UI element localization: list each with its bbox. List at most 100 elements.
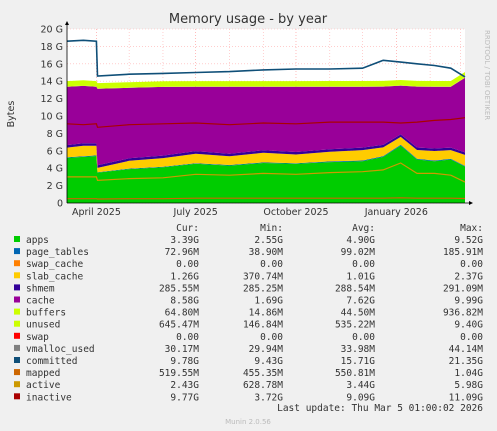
munin-footer: Munin 2.0.56 [225,418,271,426]
legend-avg-value: 4.90G [346,235,375,246]
legend-name: mapped [26,368,60,379]
legend-avg-value: 550.81M [335,368,375,379]
legend-name: slab_cache [26,271,83,282]
legend-avg-value: 0.00 [352,332,375,343]
legend-min-value: 285.25M [243,283,283,294]
line-mapped [67,197,466,200]
legend-swatch-swap-cache [14,260,20,267]
legend-name: active [26,380,61,391]
legend-cur-value: 0.00 [176,332,199,343]
legend-name: committed [26,356,77,367]
legend-cur-value: 1.26G [170,271,199,282]
legend-max-value: 9.40G [454,320,483,331]
legend-cur-value: 9.78G [170,356,199,367]
y-tick-label: 8 G [47,129,63,140]
legend-cur-value: 645.47M [159,320,199,331]
legend-name: apps [26,235,49,246]
area-apps [67,145,465,203]
legend-swatch-swap [14,332,20,339]
legend-avg-value: 1.01G [346,271,375,282]
legend-avg-value: 0.00 [352,259,375,270]
legend-header-min: Min: [260,223,283,234]
legend-max-value: 291.09M [443,283,483,294]
legend-max-value: 1.04G [454,368,483,379]
rrdtool-side-label: RRDTOOL / TOBI OETIKER [483,30,491,120]
legend-min-value: 370.74M [243,271,283,282]
legend-swatch-buffers [14,308,20,315]
legend-avg-value: 3.44G [346,380,375,391]
legend-name: swap [26,332,49,343]
last-update-text: Last update: Thu Mar 5 01:00:02 2026 [277,403,483,414]
legend-cur-value: 64.80M [165,308,200,319]
legend-swatch-committed [14,357,20,363]
line-active [67,162,466,183]
legend-min-value: 2.55G [254,235,283,246]
legend-swatch-apps [14,236,20,242]
legend-name: vmalloc_used [26,344,95,355]
legend-min-value: 1.69G [254,296,283,307]
area-cache [67,77,465,166]
legend-min-value: 38.90M [249,247,284,258]
legend-cur-value: 9.77G [170,392,199,403]
legend-header-avg: Avg: [352,223,375,234]
legend-swatch-shmem [14,284,20,291]
y-tick-label: 12 G [41,94,63,105]
x-tick-label: October 2025 [263,207,328,218]
legend-avg-value: 33.98M [341,344,376,355]
legend-header-max: Max: [460,223,483,234]
legend-max-value: 185.91M [443,247,483,258]
legend-avg-value: 9.09G [346,392,375,403]
line-committed [66,39,466,78]
legend-min-value: 146.84M [243,320,283,331]
legend-name: page_tables [26,247,89,258]
legend-min-value: 0.00 [260,259,283,270]
legend-avg-value: 15.71G [341,356,376,367]
legend-cur-value: 8.58G [170,296,199,307]
legend-max-value: 9.52G [454,235,483,246]
legend-max-value: 21.35G [449,356,484,367]
x-tick-label: July 2025 [173,207,218,218]
legend-max-value: 11.09G [449,392,484,403]
legend-min-value: 0.00 [260,332,283,343]
legend-max-value: 5.98G [454,380,483,391]
legend-name: cache [26,296,55,307]
y-tick-label: 14 G [41,77,63,88]
legend-min-value: 628.78M [243,380,283,391]
legend: Cur: Min: Avg: Max: apps 3.39G 2.55G 4.90G 9… [14,223,483,403]
y-axis-arrow [65,21,69,25]
legend-swatch-inactive [14,393,20,400]
legend-max-value: 2.37G [454,271,483,282]
area-unused [67,72,465,89]
y-tick-label: 16 G [41,59,63,70]
y-tick-label: 0 [57,199,63,210]
x-tick-label: January 2026 [364,207,428,218]
legend-cur-value: 3.39G [170,235,199,246]
area-buffers [67,77,465,89]
legend-cur-value: 0.00 [176,259,199,270]
legend-avg-value: 288.54M [335,283,375,294]
axis-layer: 0 2 G 4 G 6 G 8 G 10 G 12 G 14 G 16 G 18 G 20 G Apr… [41,21,473,218]
legend-min-value: 29.94M [249,344,284,355]
x-axis-arrow [469,201,473,205]
legend-max-value: 0.00 [460,332,483,343]
legend-max-value: 936.82M [443,308,483,319]
legend-swatch-page-tables [14,248,20,255]
legend-name: unused [26,320,60,331]
legend-swatch-slab-cache [14,272,20,279]
legend-swatch-mapped [14,369,20,376]
legend-cur-value: 519.55M [159,368,199,379]
line-layer [66,39,466,200]
legend-cur-value: 285.55M [159,283,199,294]
legend-cur-value: 30.17M [165,344,200,355]
legend-cur-value: 72.96M [165,247,200,258]
y-tick-label: 4 G [47,164,63,175]
legend-min-value: 455.35M [243,368,283,379]
area-layer [67,72,465,203]
y-axis-label: Bytes [6,101,17,128]
legend-swatch-vmalloc-used [14,344,20,351]
legend-max-value: 0.00 [460,259,483,270]
y-tick-label: 10 G [41,112,63,123]
legend-swatch-unused [14,320,20,327]
legend-name: inactive [26,392,72,403]
